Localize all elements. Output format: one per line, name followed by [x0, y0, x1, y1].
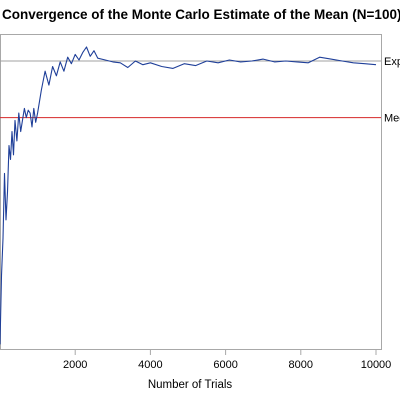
- x-axis: 2000 4000 6000 8000 10000: [63, 350, 391, 371]
- x-axis-label: Number of Trials: [148, 379, 233, 391]
- x-tick-label: 2000: [63, 359, 87, 371]
- median-reference-label: Mec: [384, 113, 400, 125]
- chart-title: Convergence of the Monte Carlo Estimate …: [2, 7, 400, 22]
- series-line: [0, 46, 377, 345]
- plot-frame: [0, 34, 382, 350]
- x-tick-label: 10000: [361, 359, 392, 371]
- x-tick-label: 4000: [138, 359, 162, 371]
- x-tick-label: 8000: [289, 359, 313, 371]
- expected-reference-label: Exp: [384, 56, 400, 68]
- x-tick-label: 6000: [213, 359, 237, 371]
